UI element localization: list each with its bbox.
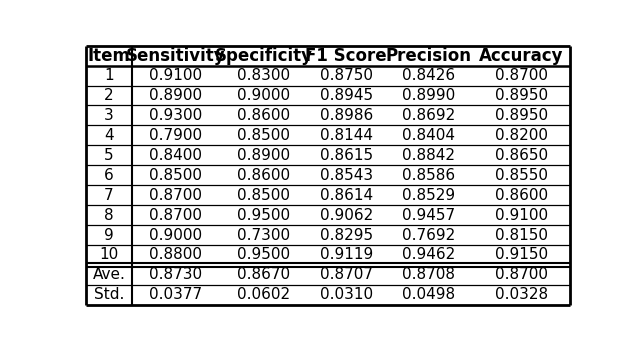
Text: 5: 5 [104, 148, 114, 163]
Text: 0.0602: 0.0602 [237, 287, 290, 302]
Text: 0.8500: 0.8500 [149, 168, 202, 183]
Text: Ave.: Ave. [93, 268, 125, 282]
Text: 0.8404: 0.8404 [403, 128, 456, 143]
Text: 0.8700: 0.8700 [495, 68, 548, 83]
Text: 3: 3 [104, 108, 114, 123]
Text: 0.8300: 0.8300 [237, 68, 290, 83]
Text: 0.8650: 0.8650 [495, 148, 548, 163]
Text: 0.0498: 0.0498 [403, 287, 456, 302]
Text: 0.8730: 0.8730 [149, 268, 202, 282]
Text: 10: 10 [99, 247, 118, 262]
Text: 0.8600: 0.8600 [237, 168, 290, 183]
Text: 0.8800: 0.8800 [149, 247, 202, 262]
Text: 0.8400: 0.8400 [149, 148, 202, 163]
Text: F1 Score: F1 Score [305, 46, 387, 65]
Text: Sensitivity: Sensitivity [126, 46, 225, 65]
Text: 0.8990: 0.8990 [403, 88, 456, 103]
Text: 0.7900: 0.7900 [149, 128, 202, 143]
Text: Item: Item [88, 46, 131, 65]
Text: 0.0377: 0.0377 [149, 287, 202, 302]
Text: 0.8600: 0.8600 [237, 108, 290, 123]
Text: 0.8200: 0.8200 [495, 128, 548, 143]
Text: 0.8950: 0.8950 [495, 88, 548, 103]
Text: 0.8700: 0.8700 [149, 208, 202, 223]
Text: 0.8986: 0.8986 [319, 108, 372, 123]
Text: 0.8529: 0.8529 [403, 188, 456, 203]
Text: Accuracy: Accuracy [479, 46, 564, 65]
Text: 1: 1 [104, 68, 114, 83]
Text: 0.9062: 0.9062 [319, 208, 372, 223]
Text: 0.8543: 0.8543 [319, 168, 372, 183]
Text: Precision: Precision [386, 46, 472, 65]
Text: 0.8500: 0.8500 [237, 188, 290, 203]
Text: 0.8144: 0.8144 [319, 128, 372, 143]
Text: 0.8500: 0.8500 [237, 128, 290, 143]
Text: 0.8614: 0.8614 [319, 188, 372, 203]
Text: 0.9119: 0.9119 [319, 247, 372, 262]
Text: 0.8900: 0.8900 [149, 88, 202, 103]
Text: 0.8586: 0.8586 [403, 168, 456, 183]
Text: 0.9000: 0.9000 [149, 228, 202, 243]
Text: 9: 9 [104, 228, 114, 243]
Text: 0.9457: 0.9457 [403, 208, 456, 223]
Text: Specificity: Specificity [214, 46, 312, 65]
Text: 0.8295: 0.8295 [319, 228, 372, 243]
Text: 0.9462: 0.9462 [403, 247, 456, 262]
Text: 0.7692: 0.7692 [403, 228, 456, 243]
Text: 0.9100: 0.9100 [149, 68, 202, 83]
Text: 0.8692: 0.8692 [403, 108, 456, 123]
Text: 0.8700: 0.8700 [149, 188, 202, 203]
Text: 0.8700: 0.8700 [495, 268, 548, 282]
Text: 0.9000: 0.9000 [237, 88, 290, 103]
Text: 0.9500: 0.9500 [237, 208, 290, 223]
Text: 0.8615: 0.8615 [319, 148, 372, 163]
Text: Std.: Std. [93, 287, 124, 302]
Text: 0.8945: 0.8945 [319, 88, 372, 103]
Text: 0.8150: 0.8150 [495, 228, 548, 243]
Text: 4: 4 [104, 128, 114, 143]
Text: 7: 7 [104, 188, 114, 203]
Text: 0.8842: 0.8842 [403, 148, 456, 163]
Text: 0.8900: 0.8900 [237, 148, 290, 163]
Text: 0.8426: 0.8426 [403, 68, 456, 83]
Text: 8: 8 [104, 208, 114, 223]
Text: 6: 6 [104, 168, 114, 183]
Text: 0.8707: 0.8707 [319, 268, 372, 282]
Text: 0.0328: 0.0328 [495, 287, 548, 302]
Text: 0.8550: 0.8550 [495, 168, 548, 183]
Text: 0.9300: 0.9300 [149, 108, 202, 123]
Text: 0.8750: 0.8750 [319, 68, 372, 83]
Text: 0.9500: 0.9500 [237, 247, 290, 262]
Text: 0.8600: 0.8600 [495, 188, 548, 203]
Text: 0.9150: 0.9150 [495, 247, 548, 262]
Text: 0.8708: 0.8708 [403, 268, 456, 282]
Text: 0.9100: 0.9100 [495, 208, 548, 223]
Text: 0.8670: 0.8670 [237, 268, 290, 282]
Text: 0.8950: 0.8950 [495, 108, 548, 123]
Text: 0.7300: 0.7300 [237, 228, 290, 243]
Text: 2: 2 [104, 88, 114, 103]
Text: 0.0310: 0.0310 [319, 287, 372, 302]
